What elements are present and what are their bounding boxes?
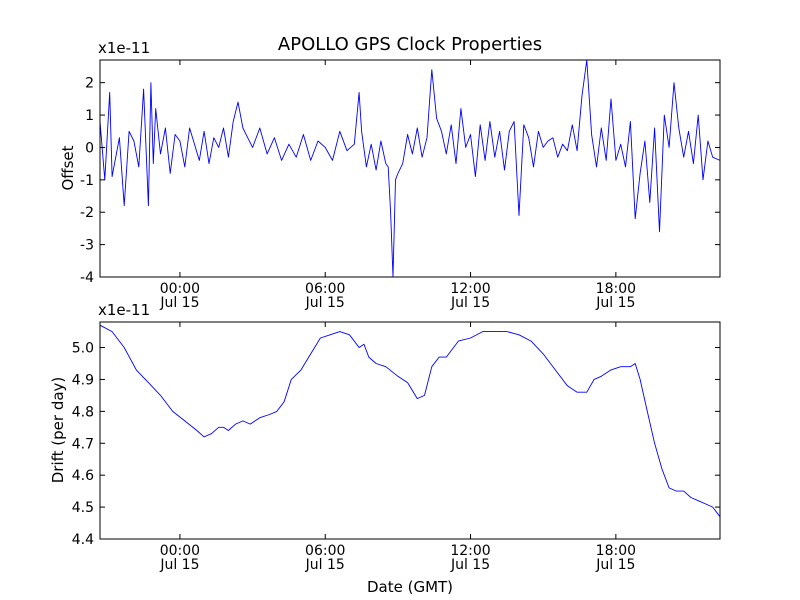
drift-y-tick-label: 5.0: [72, 341, 94, 357]
offset-y-tick-label: -2: [80, 205, 94, 221]
offset-y-tick-label: -4: [80, 270, 94, 286]
offset-x-tick-date: Jul 15: [305, 295, 345, 311]
offset-series-line: [99, 59, 721, 278]
drift-x-tick-date: Jul 15: [159, 557, 199, 573]
offset-x-tick-time: 06:00: [305, 281, 345, 297]
drift-x-tick-date: Jul 15: [595, 557, 635, 573]
offset-scale-label: x1e-11: [98, 39, 150, 57]
offset-x-tick-time: 00:00: [160, 281, 200, 297]
drift-plot-area: [100, 322, 720, 539]
offset-x-tick-time: 12:00: [450, 281, 490, 297]
drift-y-tick-label: 4.6: [72, 468, 94, 484]
drift-y-ticks: 4.4 4.5 4.6 4.7 4.8 4.9 5.0: [72, 341, 720, 548]
offset-x-tick-date: Jul 15: [159, 295, 199, 311]
offset-y-tick-label: 2: [85, 76, 94, 92]
offset-x-tick-date: Jul 15: [450, 295, 490, 311]
chart-title: APOLLO GPS Clock Properties: [278, 34, 542, 55]
drift-y-tick-label: 4.8: [72, 404, 94, 420]
drift-y-tick-label: 4.4: [72, 532, 94, 548]
drift-x-tick-time: 18:00: [596, 543, 636, 559]
drift-series-line: [99, 324, 721, 517]
drift-x-tick-date: Jul 15: [450, 557, 490, 573]
drift-y-tick-label: 4.5: [72, 500, 94, 516]
drift-plot-frame: [99, 321, 721, 540]
drift-y-axis-label: Drift (per day): [49, 377, 67, 484]
drift-x-tick-date: Jul 15: [305, 557, 345, 573]
offset-plot-area: [100, 60, 720, 277]
offset-x-tick-date: Jul 15: [595, 295, 635, 311]
offset-plot-frame: [99, 59, 721, 278]
offset-x-tick-time: 18:00: [596, 281, 636, 297]
drift-x-tick-time: 12:00: [450, 543, 490, 559]
offset-y-tick-label: 1: [85, 108, 94, 124]
drift-y-tick-label: 4.7: [72, 436, 94, 452]
drift-scale-label: x1e-11: [98, 301, 150, 319]
drift-x-tick-time: 06:00: [305, 543, 345, 559]
drift-x-tick-time: 00:00: [160, 543, 200, 559]
drift-y-tick-label: 4.9: [72, 372, 94, 388]
offset-y-tick-label: -3: [80, 238, 94, 254]
offset-y-tick-label: -1: [80, 173, 94, 189]
offset-y-tick-label: 0: [85, 140, 94, 156]
x-axis-label: Date (GMT): [367, 578, 453, 596]
offset-y-ticks: -4 -3 -2 -1 0 1 2: [80, 76, 720, 286]
offset-y-axis-label: Offset: [59, 145, 77, 190]
